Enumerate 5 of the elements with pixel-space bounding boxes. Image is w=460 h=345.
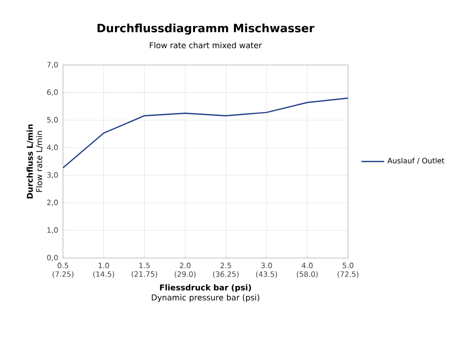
x-axis-title: Fliessdruck bar (psi) Dynamic pressure bar (psi): [152, 284, 260, 302]
chart-title: Durchflussdiagramm Mischwasser: [98, 24, 314, 35]
y-axis-title: Durchfluss L/min Flow rate L/min: [26, 124, 43, 198]
chart-subtitle: Flow rate chart mixed water: [150, 42, 262, 48]
line-series: [63, 97, 348, 168]
